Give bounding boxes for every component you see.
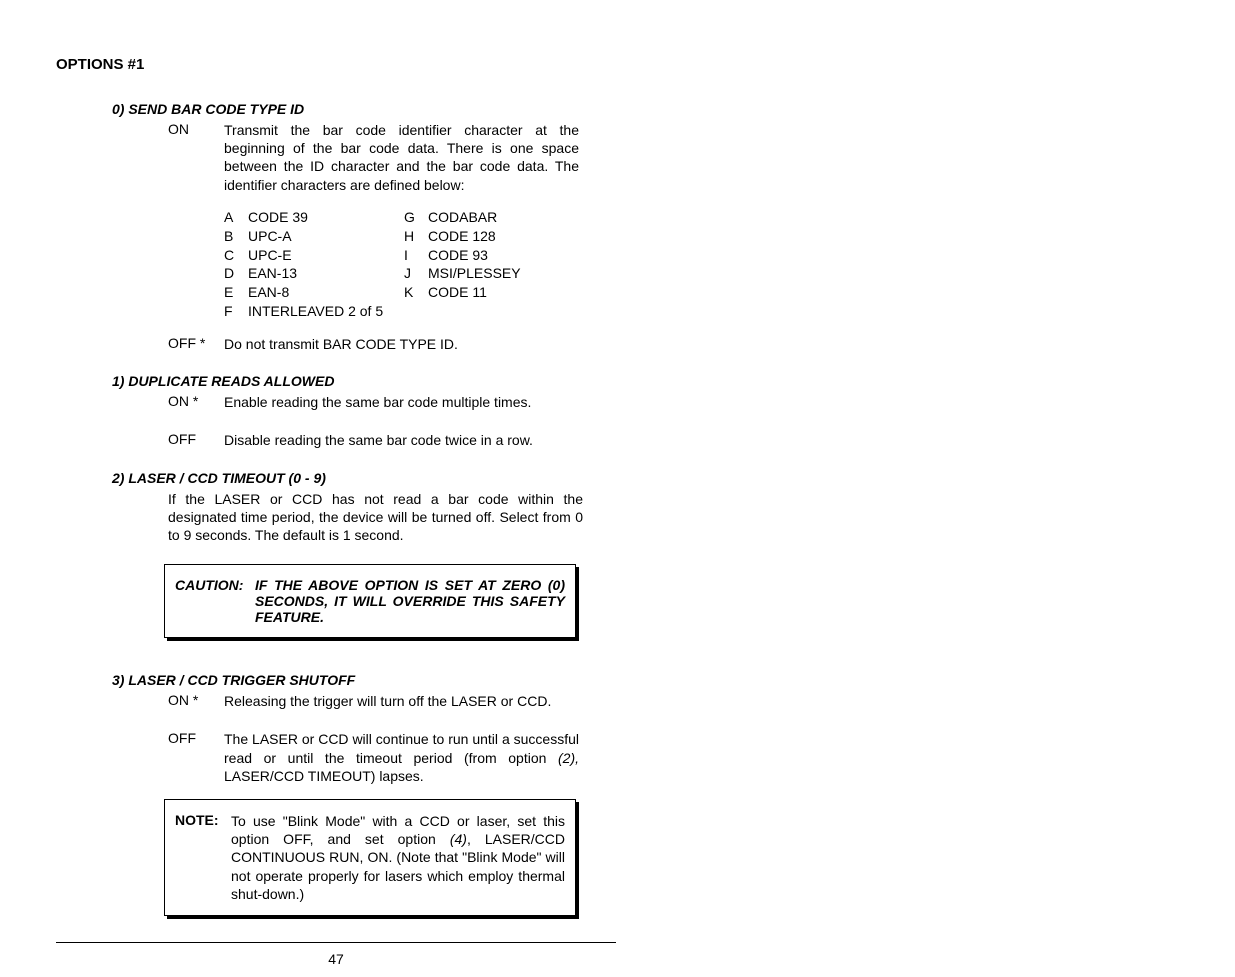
section-heading-0: 0) SEND BAR CODE TYPE ID bbox=[112, 101, 616, 117]
note-text: To use "Blink Mode" with a CCD or laser,… bbox=[231, 812, 565, 903]
option-ref: (2), bbox=[558, 750, 579, 766]
option-text: Do not transmit BAR CODE TYPE ID. bbox=[224, 335, 604, 353]
id-name: EAN-13 bbox=[248, 264, 404, 283]
id-name: CODE 39 bbox=[248, 208, 404, 227]
id-name: UPC-E bbox=[248, 246, 404, 265]
page-title: OPTIONS #1 bbox=[56, 56, 616, 73]
caution-box: CAUTION: IF THE ABOVE OPTION IS SET AT Z… bbox=[164, 564, 576, 638]
note-ref: (4) bbox=[450, 831, 467, 847]
option-text: Disable reading the same bar code twice … bbox=[224, 431, 604, 449]
option-text-post: LASER/CCD TIMEOUT) lapses. bbox=[224, 768, 424, 784]
note-box: NOTE: To use "Blink Mode" with a CCD or … bbox=[164, 799, 576, 916]
id-name: INTERLEAVED 2 of 5 bbox=[248, 302, 404, 321]
id-name: CODABAR bbox=[428, 208, 568, 227]
section-heading-3: 3) LASER / CCD TRIGGER SHUTOFF bbox=[112, 672, 616, 688]
id-letter: G bbox=[404, 208, 428, 227]
id-letter: F bbox=[224, 302, 248, 321]
option-label: OFF * bbox=[168, 335, 224, 351]
id-letter: B bbox=[224, 227, 248, 246]
option-text: Transmit the bar code identifier charact… bbox=[224, 121, 579, 194]
page-number: 47 bbox=[56, 951, 616, 967]
option-label: OFF bbox=[168, 730, 224, 746]
id-letter: E bbox=[224, 283, 248, 302]
identifier-row: E EAN-8 K CODE 11 bbox=[224, 283, 616, 302]
option-1-off: OFF Disable reading the same bar code tw… bbox=[56, 431, 616, 449]
manual-page: OPTIONS #1 0) SEND BAR CODE TYPE ID ON T… bbox=[0, 0, 672, 977]
identifier-row: C UPC-E I CODE 93 bbox=[224, 246, 616, 265]
section-heading-1: 1) DUPLICATE READS ALLOWED bbox=[112, 373, 616, 389]
section-heading-2: 2) LASER / CCD TIMEOUT (0 - 9) bbox=[112, 470, 616, 486]
identifier-row: B UPC-A H CODE 128 bbox=[224, 227, 616, 246]
id-letter: I bbox=[404, 246, 428, 265]
id-name: EAN-8 bbox=[248, 283, 404, 302]
option-label: ON bbox=[168, 121, 224, 137]
identifier-row: D EAN-13 J MSI/PLESSEY bbox=[224, 264, 616, 283]
option-label: ON * bbox=[168, 692, 224, 708]
option-label: ON * bbox=[168, 393, 224, 409]
identifier-row: F INTERLEAVED 2 of 5 bbox=[224, 302, 616, 321]
id-name bbox=[428, 302, 568, 321]
section-2-body: If the LASER or CCD has not read a bar c… bbox=[168, 490, 583, 545]
option-text: Releasing the trigger will turn off the … bbox=[224, 692, 604, 710]
id-name: CODE 11 bbox=[428, 283, 568, 302]
id-letter bbox=[404, 302, 428, 321]
id-letter: K bbox=[404, 283, 428, 302]
identifier-table: A CODE 39 G CODABAR B UPC-A H CODE 128 C… bbox=[224, 208, 616, 321]
id-letter: D bbox=[224, 264, 248, 283]
option-text: Enable reading the same bar code multipl… bbox=[224, 393, 604, 411]
caution-text: IF THE ABOVE OPTION IS SET AT ZERO (0) S… bbox=[255, 577, 565, 625]
id-letter: H bbox=[404, 227, 428, 246]
id-name: MSI/PLESSEY bbox=[428, 264, 568, 283]
option-3-off: OFF The LASER or CCD will continue to ru… bbox=[56, 730, 616, 785]
id-letter: A bbox=[224, 208, 248, 227]
caution-label: CAUTION: bbox=[175, 577, 255, 625]
note-label: NOTE: bbox=[175, 812, 231, 903]
id-letter: J bbox=[404, 264, 428, 283]
option-3-on: ON * Releasing the trigger will turn off… bbox=[56, 692, 616, 710]
option-text: The LASER or CCD will continue to run un… bbox=[224, 730, 579, 785]
identifier-row: A CODE 39 G CODABAR bbox=[224, 208, 616, 227]
id-name: UPC-A bbox=[248, 227, 404, 246]
option-1-on: ON * Enable reading the same bar code mu… bbox=[56, 393, 616, 411]
id-letter: C bbox=[224, 246, 248, 265]
id-name: CODE 93 bbox=[428, 246, 568, 265]
option-label: OFF bbox=[168, 431, 224, 447]
footer-divider bbox=[56, 942, 616, 943]
option-0-off: OFF * Do not transmit BAR CODE TYPE ID. bbox=[56, 335, 616, 353]
option-text-pre: The LASER or CCD will continue to run un… bbox=[224, 731, 579, 765]
id-name: CODE 128 bbox=[428, 227, 568, 246]
option-0-on: ON Transmit the bar code identifier char… bbox=[56, 121, 616, 194]
